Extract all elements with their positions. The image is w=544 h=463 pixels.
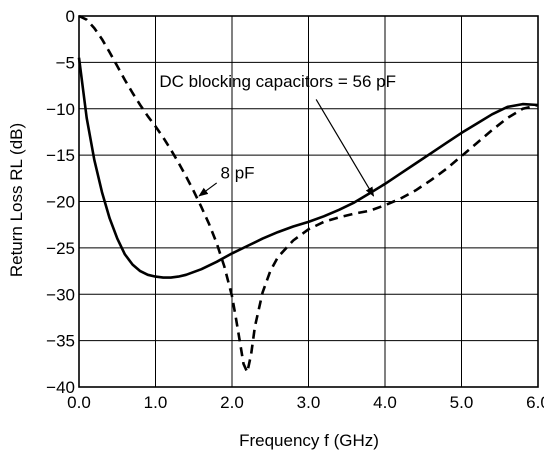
x-axis-title: Frequency f (GHz) xyxy=(239,431,379,450)
y-tick-label-1: −5 xyxy=(56,53,75,72)
y-tick-label-7: −35 xyxy=(46,332,75,351)
annotation-label-0: DC blocking capacitors = 56 pF xyxy=(159,72,396,91)
annotation-arrow-0 xyxy=(315,99,375,197)
y-tick-label-5: −25 xyxy=(46,239,75,258)
series-line-8pf xyxy=(78,14,539,374)
x-tick-label-0: 0.0 xyxy=(67,393,91,412)
x-tick-label-4: 4.0 xyxy=(373,393,397,412)
series-line-56pf xyxy=(77,57,539,279)
y-tick-label-6: −30 xyxy=(46,285,75,304)
x-tick-label-1: 1.0 xyxy=(144,393,168,412)
y-tick-label-3: −15 xyxy=(46,146,75,165)
y-tick-label-4: −20 xyxy=(46,193,75,212)
x-tick-label-5: 5.0 xyxy=(450,393,474,412)
x-tick-label-2: 2.0 xyxy=(220,393,244,412)
grid xyxy=(78,15,539,388)
y-tick-label-0: 0 xyxy=(66,7,75,26)
series-group xyxy=(77,14,539,374)
annotation-label-1: 8 pF xyxy=(221,163,255,182)
y-axis-ticks: 0 −5 −10 −15 −20 −25 −30 −35 −40 xyxy=(46,7,75,397)
plot-frame xyxy=(78,15,539,388)
y-axis-title: Return Loss RL (dB) xyxy=(7,123,26,277)
x-axis-ticks: 0.0 1.0 2.0 3.0 4.0 5.0 6.0 xyxy=(67,393,544,412)
annotation-arrow-1 xyxy=(198,182,218,197)
x-tick-label-6: 6.0 xyxy=(526,393,544,412)
y-tick-label-8: −40 xyxy=(46,378,75,397)
annotations-group: DC blocking capacitors = 56 pF 8 pF xyxy=(159,72,396,197)
y-tick-label-2: −10 xyxy=(46,100,75,119)
x-tick-label-3: 3.0 xyxy=(297,393,321,412)
